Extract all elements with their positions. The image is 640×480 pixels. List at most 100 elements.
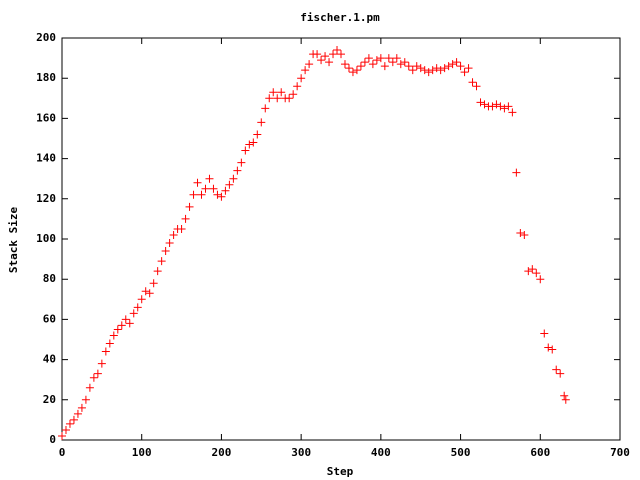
point	[424, 68, 433, 77]
point	[137, 295, 146, 304]
point	[61, 425, 70, 434]
y-tick-label: 120	[36, 192, 56, 205]
point	[388, 58, 397, 67]
point	[97, 359, 106, 368]
chart-title: fischer.1.pm	[300, 11, 380, 24]
point	[277, 88, 286, 97]
point	[197, 190, 206, 199]
point	[293, 82, 302, 91]
point	[452, 58, 461, 67]
point	[464, 64, 473, 73]
y-tick-label: 140	[36, 152, 56, 165]
point	[428, 66, 437, 75]
point	[317, 56, 326, 65]
point	[540, 329, 549, 338]
point	[201, 184, 210, 193]
point	[329, 50, 338, 59]
point	[488, 102, 497, 111]
point	[448, 60, 457, 69]
point	[289, 90, 298, 99]
point	[149, 279, 158, 288]
point	[193, 178, 202, 187]
point	[153, 267, 162, 276]
point	[532, 269, 541, 278]
point	[257, 118, 266, 127]
point	[496, 102, 505, 111]
point	[352, 66, 361, 75]
point	[229, 174, 238, 183]
point	[321, 52, 330, 61]
point	[524, 267, 533, 276]
point	[392, 54, 401, 63]
y-tick-label: 180	[36, 71, 56, 84]
x-tick-label: 500	[451, 446, 471, 459]
point	[105, 339, 114, 348]
point	[516, 228, 525, 237]
point	[372, 56, 381, 65]
point	[77, 403, 86, 412]
point	[58, 431, 66, 440]
point	[117, 321, 126, 330]
point	[444, 62, 453, 71]
point	[492, 100, 501, 109]
point	[69, 415, 78, 424]
point	[301, 66, 310, 75]
point	[561, 395, 570, 404]
point	[356, 62, 365, 71]
point	[512, 168, 521, 177]
x-tick-label: 700	[610, 446, 630, 459]
point	[508, 108, 517, 117]
point	[544, 343, 553, 352]
point	[269, 88, 278, 97]
point	[500, 104, 509, 113]
point	[344, 64, 353, 73]
point	[520, 230, 529, 239]
point	[384, 54, 393, 63]
point	[476, 98, 485, 107]
point	[209, 184, 218, 193]
point	[157, 257, 166, 266]
point	[165, 239, 174, 248]
point	[129, 309, 138, 318]
point	[109, 331, 118, 340]
point	[408, 66, 417, 75]
point	[340, 60, 349, 69]
point	[472, 82, 481, 91]
point	[125, 319, 134, 328]
point	[89, 373, 98, 382]
x-tick-label: 0	[59, 446, 66, 459]
point	[560, 391, 569, 400]
point	[348, 68, 357, 77]
point	[528, 265, 537, 274]
point	[81, 395, 90, 404]
point	[233, 166, 242, 175]
point	[113, 325, 122, 334]
point	[189, 190, 198, 199]
y-tick-label: 200	[36, 31, 56, 44]
point	[305, 60, 314, 69]
point	[460, 68, 469, 77]
point	[249, 138, 258, 147]
point	[416, 64, 425, 73]
point	[420, 66, 429, 75]
point	[480, 100, 489, 109]
point	[177, 224, 186, 233]
point	[536, 275, 545, 284]
point	[261, 104, 270, 113]
x-axis-label: Step	[327, 465, 354, 478]
point	[368, 60, 377, 69]
y-tick-label: 160	[36, 111, 56, 124]
point	[85, 383, 94, 392]
point	[552, 365, 561, 374]
point	[65, 419, 74, 428]
point	[325, 58, 334, 67]
x-tick-label: 200	[211, 446, 231, 459]
point	[432, 64, 441, 73]
y-tick-label: 60	[43, 312, 56, 325]
point	[396, 60, 405, 69]
point	[380, 62, 389, 71]
point	[237, 158, 246, 167]
point	[241, 146, 250, 155]
point	[456, 62, 465, 71]
point	[185, 202, 194, 211]
